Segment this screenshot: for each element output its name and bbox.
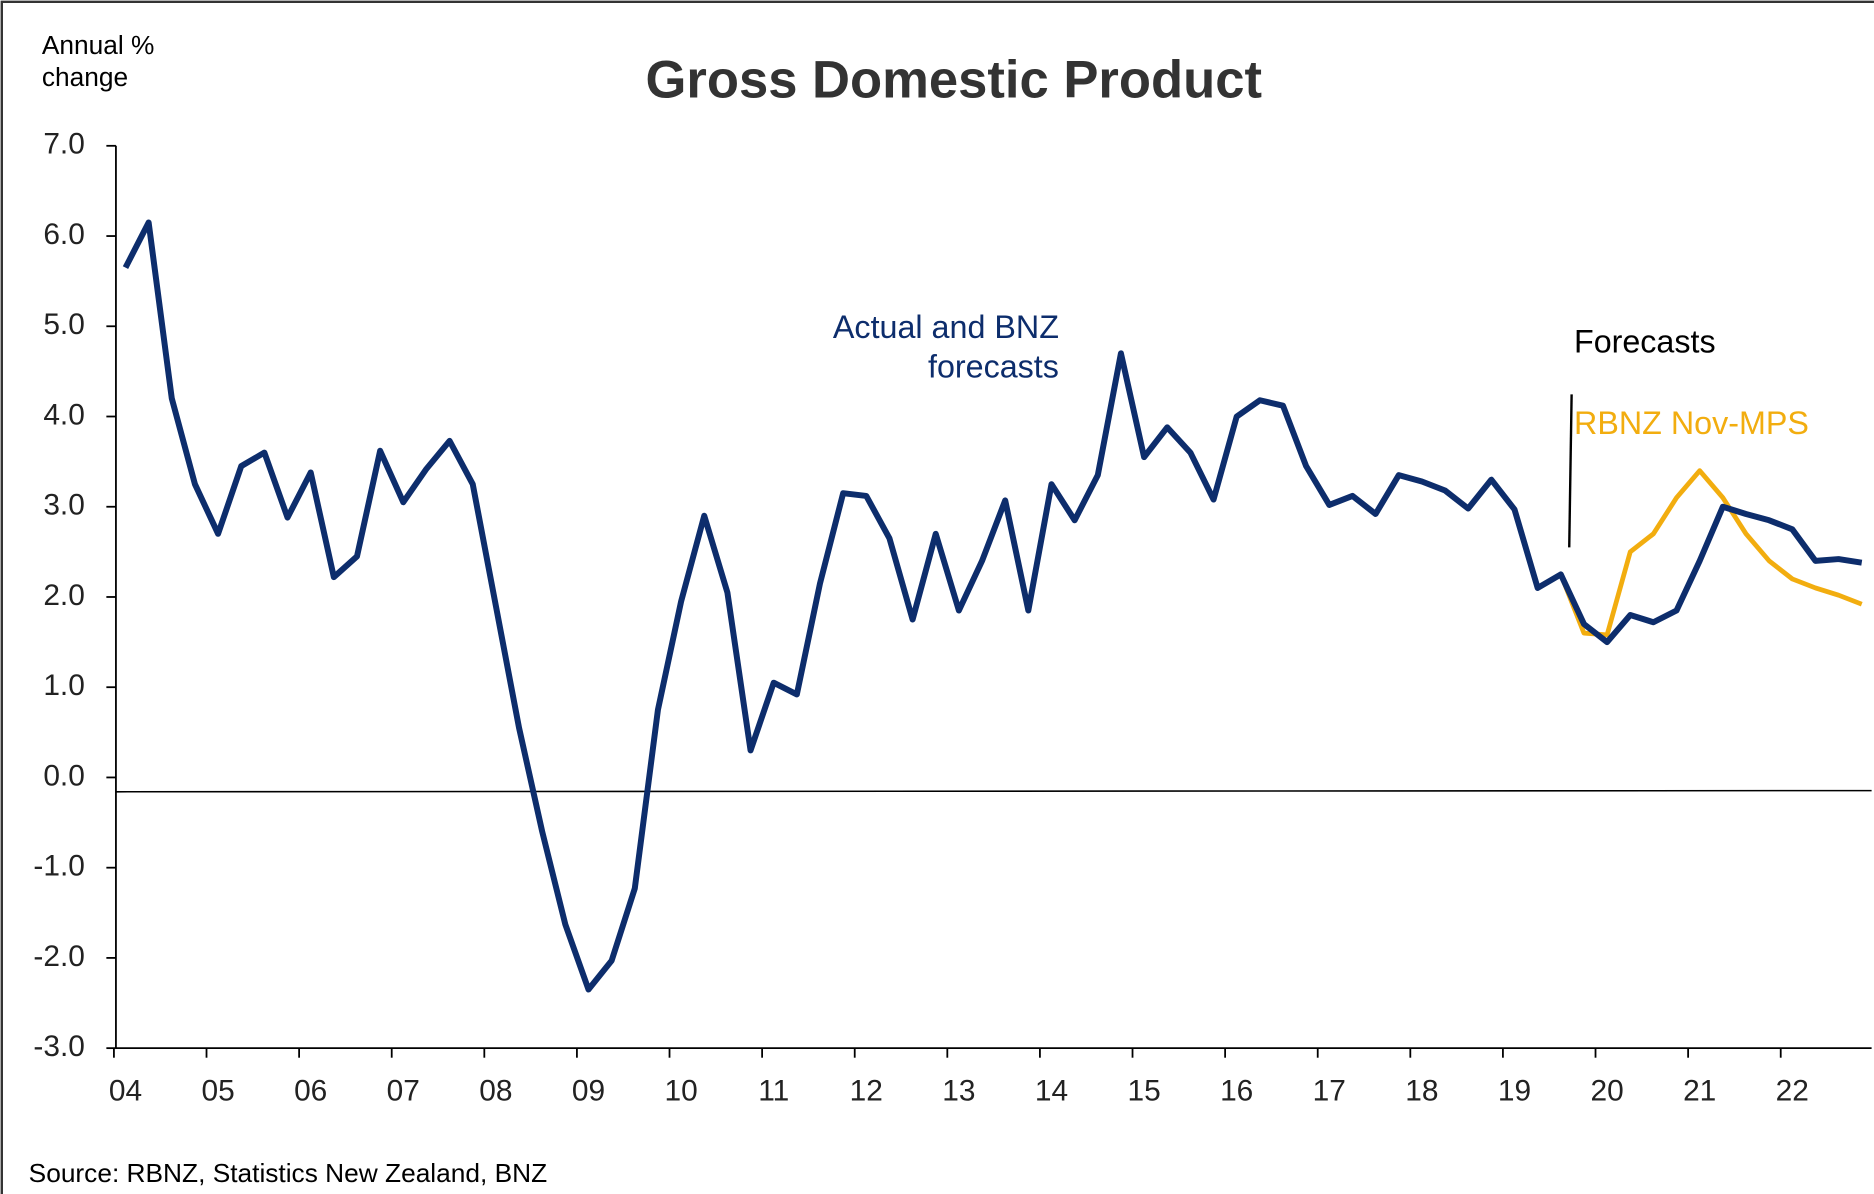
x-tick-label: 20 xyxy=(1590,1074,1623,1107)
x-tick-label: 18 xyxy=(1405,1074,1438,1107)
y-tick-label: 0.0 xyxy=(43,759,85,792)
forecast-divider xyxy=(1568,394,1573,548)
x-tick-label: 21 xyxy=(1683,1074,1716,1107)
x-tick-label: 10 xyxy=(664,1074,697,1107)
x-tick-label: 16 xyxy=(1220,1074,1253,1107)
y-tick-label: -3.0 xyxy=(33,1030,84,1063)
x-tick-label: 07 xyxy=(387,1074,420,1107)
y-tick-label: 5.0 xyxy=(43,308,85,341)
x-tick-label: 13 xyxy=(942,1074,975,1107)
legend-label: RBNZ Nov-MPS xyxy=(1574,405,1809,442)
x-tick-label: 14 xyxy=(1035,1074,1068,1107)
x-tick-label: 08 xyxy=(479,1074,512,1107)
y-tick-label: 2.0 xyxy=(43,579,85,612)
y-tick-label: 6.0 xyxy=(43,218,85,251)
y-tick-label: 1.0 xyxy=(43,669,85,702)
y-tick-label: 3.0 xyxy=(43,489,85,522)
y-tick-label: -1.0 xyxy=(33,850,84,883)
y-tick-label: 7.0 xyxy=(43,128,85,161)
annotation: Forecasts xyxy=(1574,324,1716,360)
x-tick-label: 15 xyxy=(1127,1074,1160,1107)
x-tick-label: 19 xyxy=(1498,1074,1531,1107)
x-tick-label: 17 xyxy=(1313,1074,1346,1107)
x-tick-label: 22 xyxy=(1776,1074,1809,1107)
x-tick-label: 11 xyxy=(758,1074,789,1107)
series-line xyxy=(122,219,1863,993)
series-line xyxy=(1558,468,1863,638)
source: Source: RBNZ, Statistics New Zealand, BN… xyxy=(29,1158,548,1188)
x-tick-label: 12 xyxy=(850,1074,883,1107)
y-tick-label: -2.0 xyxy=(33,940,84,973)
x-tick-label: 04 xyxy=(109,1074,142,1107)
zero-line xyxy=(115,789,1872,793)
x-tick-label: 06 xyxy=(294,1074,327,1107)
x-tick-label: 05 xyxy=(201,1074,234,1107)
legend-label: Actual and BNZ forecasts xyxy=(832,309,1059,385)
chart-title: Gross Domestic Product xyxy=(645,51,1261,110)
y-axis-label: Annual % change xyxy=(41,29,155,93)
y-tick-label: 4.0 xyxy=(43,398,85,431)
x-tick-label: 09 xyxy=(572,1074,605,1107)
